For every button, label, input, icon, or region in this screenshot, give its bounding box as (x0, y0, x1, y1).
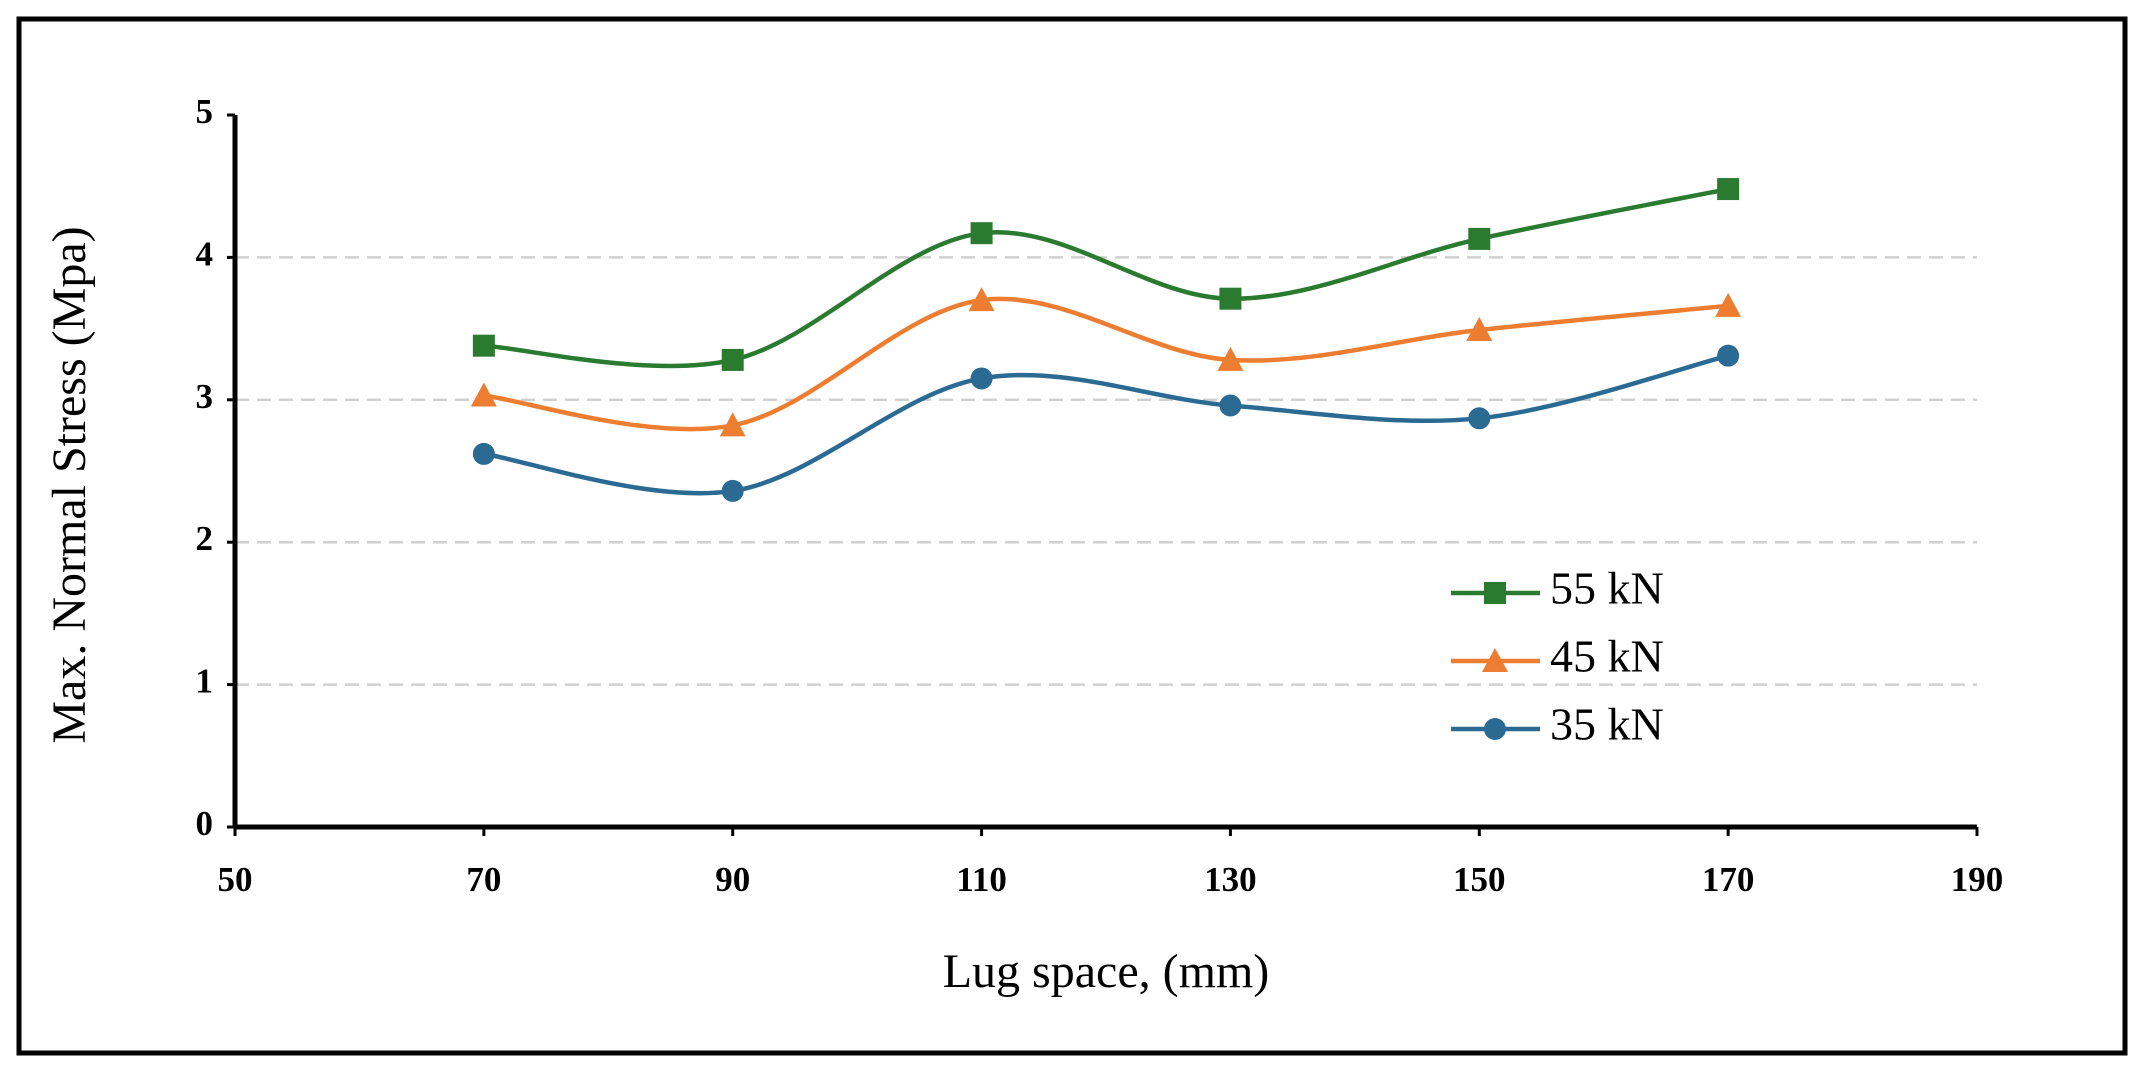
legend-label: 35 kN (1550, 699, 1664, 750)
marker (1219, 287, 1242, 310)
y-tick-label: 2 (196, 519, 214, 558)
marker (721, 479, 744, 502)
marker (1715, 292, 1742, 317)
marker (970, 367, 993, 390)
marker (1217, 346, 1244, 371)
y-tick-label: 1 (196, 662, 214, 701)
x-tick-label: 50 (218, 860, 253, 899)
chart-frame (16, 16, 2128, 1056)
marker (1484, 718, 1506, 740)
marker (1466, 317, 1493, 342)
marker (470, 382, 497, 407)
x-tick-label: 70 (466, 860, 501, 899)
marker (472, 334, 495, 357)
x-tick-label: 190 (1951, 860, 2004, 899)
x-tick-label: 130 (1204, 860, 1257, 899)
marker (1717, 344, 1740, 367)
marker (1468, 407, 1491, 430)
marker (1484, 582, 1506, 604)
x-tick-label: 150 (1453, 860, 1506, 899)
y-tick-label: 5 (196, 92, 214, 131)
marker (1482, 648, 1508, 672)
marker (1468, 227, 1491, 250)
x-tick-label: 110 (956, 860, 1007, 899)
marker (721, 348, 744, 371)
x-axis-title: Lug space, (mm) (943, 945, 1270, 998)
legend-label: 45 kN (1550, 631, 1664, 682)
y-axis-title: Max. Normal Stress (Mpa) (43, 226, 96, 743)
marker (968, 287, 995, 312)
y-tick-label: 3 (196, 377, 214, 416)
series-line (483, 296, 1729, 432)
marker (970, 222, 993, 245)
marker (1219, 394, 1242, 417)
marker (719, 412, 746, 437)
series-line (483, 353, 1729, 496)
legend-label: 55 kN (1550, 563, 1664, 614)
x-tick-label: 170 (1702, 860, 1755, 899)
marker (472, 442, 495, 465)
y-tick-label: 0 (196, 804, 214, 843)
x-tick-label: 90 (715, 860, 750, 899)
y-tick-label: 4 (196, 234, 214, 273)
series-line (483, 186, 1729, 369)
marker (1717, 178, 1740, 201)
